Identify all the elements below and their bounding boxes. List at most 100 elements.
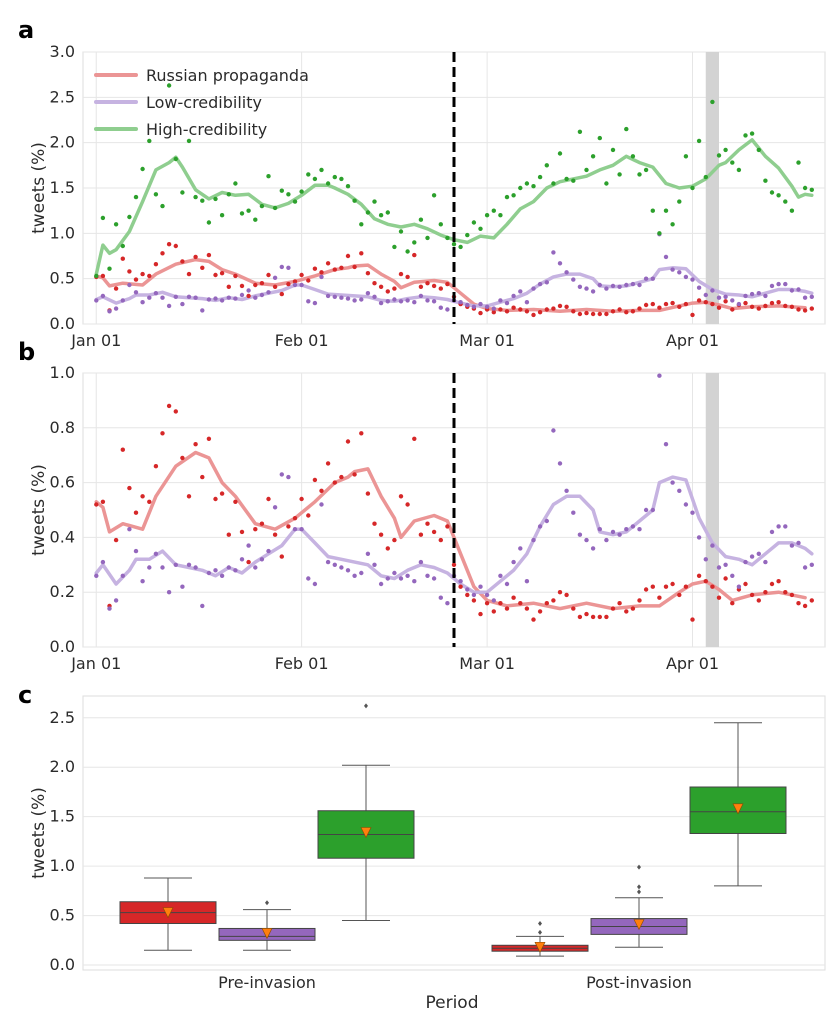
a-point-russian [537, 310, 543, 315]
a-point-high [537, 174, 543, 180]
a-point-low [571, 277, 576, 282]
b-line-russian [94, 450, 807, 611]
a-ytick-label: 1.0 [50, 223, 75, 242]
a-xtick-label: Mar 01 [459, 331, 515, 350]
b-point-russian [299, 496, 304, 502]
b-point-russian [372, 521, 377, 526]
a-point-low [279, 264, 284, 270]
b-point-russian [233, 499, 238, 504]
b-point-low [504, 581, 510, 587]
b-point-russian [577, 614, 583, 620]
a-point-low [412, 300, 417, 305]
b-point-low [624, 527, 629, 532]
a-point-russian [564, 304, 569, 309]
b-point-low [498, 573, 503, 578]
a-point-high [100, 215, 106, 221]
b-point-russian [253, 527, 258, 532]
a-point-low [385, 299, 390, 304]
b-ytick-label: 0.6 [50, 473, 75, 492]
b-point-russian [292, 516, 298, 521]
a-point-low [219, 298, 225, 303]
a-point-high [385, 210, 390, 215]
a-point-high [286, 192, 291, 197]
b-point-low [557, 461, 563, 466]
b-point-low [736, 584, 742, 589]
a-point-high [683, 154, 689, 159]
a-point-russian [802, 308, 808, 313]
a-point-russian [763, 303, 768, 309]
a-point-low [723, 294, 728, 299]
a-point-high [113, 222, 119, 227]
a-point-low [511, 293, 516, 299]
b-point-russian [590, 614, 596, 620]
a-point-russian [306, 278, 311, 283]
a-point-russian [776, 300, 781, 305]
b-point-low [107, 606, 112, 611]
a-point-low [365, 291, 371, 296]
a-point-low [484, 304, 490, 309]
a-point-high [239, 211, 245, 216]
a-point-low [325, 293, 331, 299]
box-outlier-low [637, 889, 641, 895]
a-point-high [491, 208, 496, 213]
a-point-high [716, 153, 722, 158]
b-point-low [703, 557, 708, 562]
a-point-low [670, 267, 675, 272]
a-point-russian [796, 307, 801, 312]
a-point-russian [312, 266, 318, 271]
b-point-russian [246, 559, 251, 565]
b-ytick-label: 0.8 [50, 418, 75, 437]
a-point-low [604, 286, 609, 291]
a-point-high [524, 181, 530, 186]
a-point-high [213, 196, 218, 202]
b-point-russian [643, 587, 649, 592]
a-point-low [359, 297, 364, 302]
b-point-russian [789, 592, 795, 598]
a-point-low [345, 296, 351, 301]
a-point-russian [253, 282, 258, 288]
a-point-high [120, 243, 126, 249]
b-point-low [94, 573, 99, 578]
b-point-russian [597, 614, 602, 620]
a-point-high [584, 167, 589, 173]
a-point-russian [140, 271, 145, 277]
a-point-high [690, 185, 695, 191]
a-point-low [802, 295, 808, 300]
a-point-low [94, 298, 99, 303]
b-point-low [339, 565, 344, 570]
a-point-russian [206, 252, 212, 258]
a-point-low [743, 293, 748, 299]
b-point-low [458, 579, 463, 584]
a-point-russian [650, 301, 655, 307]
a-point-low [292, 282, 298, 288]
a-point-high [418, 217, 424, 222]
a-point-high [332, 174, 337, 180]
a-point-high [359, 222, 364, 227]
a-point-russian [743, 300, 748, 306]
b-point-low [166, 590, 172, 595]
a-point-low [100, 293, 106, 299]
a-point-high [643, 167, 649, 173]
a-point-russian [259, 281, 265, 286]
a-point-high [597, 135, 602, 141]
a-point-high [186, 138, 192, 144]
b-point-russian [120, 447, 126, 452]
b-point-low [418, 559, 424, 565]
b-point-russian [518, 601, 523, 606]
b-point-low [484, 592, 490, 598]
b-point-russian [186, 494, 192, 499]
a-point-high [723, 147, 728, 153]
b-point-russian [657, 595, 662, 600]
b-point-low [756, 551, 761, 556]
b-point-low [200, 603, 205, 609]
panel-b-ylabel: tweets (%) [29, 464, 49, 556]
a-point-high [696, 138, 702, 144]
b-point-low [577, 532, 583, 537]
b-point-low [551, 428, 556, 433]
b-point-low [796, 540, 801, 546]
a-point-high [372, 199, 377, 204]
b-point-russian [398, 494, 404, 499]
b-point-low [253, 565, 258, 570]
a-point-russian [372, 281, 377, 286]
